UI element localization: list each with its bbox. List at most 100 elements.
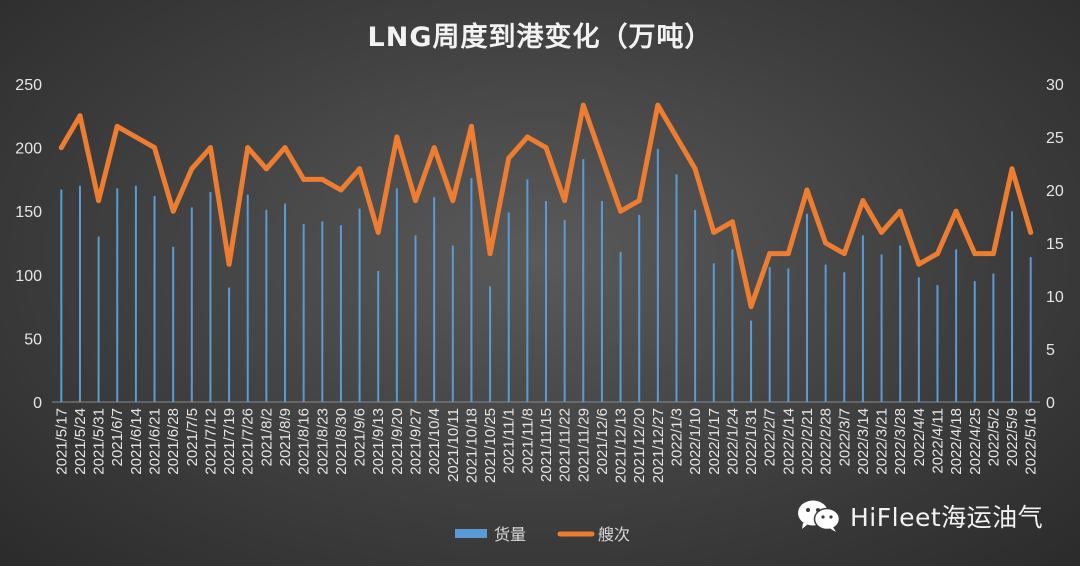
line-point: [934, 251, 940, 257]
line-point: [133, 134, 139, 140]
x-tick-label: 2021/11/22: [557, 408, 574, 482]
line-point: [804, 187, 810, 193]
line-point: [338, 187, 344, 193]
bar: [917, 277, 920, 402]
bar: [824, 264, 827, 402]
y-left-tick-label: 100: [15, 268, 42, 285]
legend: 货量 艘次: [455, 525, 630, 544]
line-point: [487, 251, 493, 257]
x-tick-label: 2022/5/16: [1023, 408, 1040, 475]
x-tick-label: 2021/5/17: [53, 408, 70, 475]
bar: [526, 179, 529, 402]
line-point: [506, 155, 512, 161]
line-point: [711, 229, 717, 235]
x-tick-label: 2022/5/9: [1004, 408, 1021, 466]
y-right-tick-label: 20: [1046, 183, 1064, 200]
x-tick-label: 2021/10/18: [463, 408, 480, 483]
x-tick-label: 2021/12/20: [631, 408, 648, 483]
line-point: [897, 208, 903, 214]
bar: [507, 212, 510, 402]
x-tick-label: 2022/1/24: [724, 408, 741, 475]
x-tick-label: 2021/8/23: [314, 408, 331, 475]
bar: [358, 208, 361, 402]
y-right-tick-label: 0: [1046, 395, 1055, 412]
bar: [60, 189, 63, 402]
x-tick-label: 2021/11/8: [519, 408, 536, 474]
line-point: [431, 145, 437, 151]
x-tick-label: 2021/6/28: [165, 408, 182, 475]
bar: [284, 203, 287, 402]
line-point: [226, 261, 232, 267]
line-point: [618, 208, 624, 214]
line-point: [748, 304, 754, 310]
bar: [563, 220, 566, 402]
line-point: [96, 198, 102, 204]
bar: [321, 221, 324, 402]
x-tick-label: 2022/2/14: [780, 408, 797, 475]
bar: [302, 223, 305, 402]
x-tick-label: 2022/1/17: [706, 408, 723, 475]
x-tick-label: 2021/8/2: [258, 408, 275, 466]
bar: [675, 174, 678, 402]
x-tick-label: 2021/11/15: [538, 408, 555, 482]
x-tick-label: 2021/12/13: [613, 408, 630, 483]
line-point: [524, 134, 530, 140]
y-right-tick-label: 10: [1046, 289, 1064, 306]
bar: [470, 178, 473, 402]
bar: [1011, 211, 1014, 402]
line-point: [879, 229, 885, 235]
line-point: [916, 261, 922, 267]
line-point: [77, 113, 83, 119]
bar: [414, 235, 417, 402]
line-point: [823, 240, 829, 246]
x-tick-label: 2021/6/21: [147, 408, 164, 475]
bar: [843, 272, 846, 402]
x-tick-label: 2021/6/14: [128, 408, 145, 475]
line-point: [58, 145, 64, 151]
bar: [694, 209, 697, 402]
x-tick-label: 2021/11/29: [575, 408, 592, 482]
x-tick-label: 2021/10/4: [426, 408, 443, 475]
line-point: [580, 102, 586, 108]
bar: [638, 215, 641, 402]
line-point: [207, 145, 213, 151]
x-tick-label: 2022/3/7: [836, 408, 853, 466]
x-tick-label: 2021/7/5: [184, 408, 201, 466]
x-tick-label: 2021/5/31: [91, 408, 108, 475]
y-left-tick-label: 50: [24, 331, 42, 348]
bar: [936, 284, 939, 402]
line-point: [729, 219, 735, 225]
line-point: [468, 123, 474, 129]
y-right-tick-label: 15: [1046, 236, 1064, 253]
bar: [78, 185, 81, 402]
bar: [134, 185, 137, 402]
x-tick-label: 2022/3/14: [855, 408, 872, 475]
y-right-tick-label: 5: [1046, 342, 1055, 359]
watermark-text: HiFleet海运油气: [850, 503, 1044, 532]
line-point: [282, 145, 288, 151]
x-tick-label: 2022/4/4: [911, 408, 928, 466]
line-point: [692, 166, 698, 172]
legend-swatch-bar: [455, 529, 487, 538]
line-point: [543, 145, 549, 151]
legend-label-line: 艘次: [598, 525, 630, 544]
bar: [582, 159, 585, 402]
bar: [861, 235, 864, 402]
x-tick-label: 2021/7/19: [221, 408, 238, 475]
bar: [190, 207, 193, 402]
x-tick-label: 2021/9/6: [352, 408, 369, 466]
bar: [228, 287, 231, 402]
bar: [768, 267, 771, 402]
x-tick-label: 2022/5/2: [985, 408, 1002, 466]
line-point: [990, 251, 996, 257]
line-point: [1009, 166, 1015, 172]
x-tick-label: 2021/10/11: [445, 408, 462, 482]
x-tick-label: 2021/12/27: [650, 408, 667, 483]
line-point: [413, 198, 419, 204]
watermark: HiFleet海运油气: [796, 498, 1043, 534]
x-tick-label: 2021/9/13: [370, 408, 387, 475]
bar: [153, 195, 156, 402]
line-point: [636, 198, 642, 204]
